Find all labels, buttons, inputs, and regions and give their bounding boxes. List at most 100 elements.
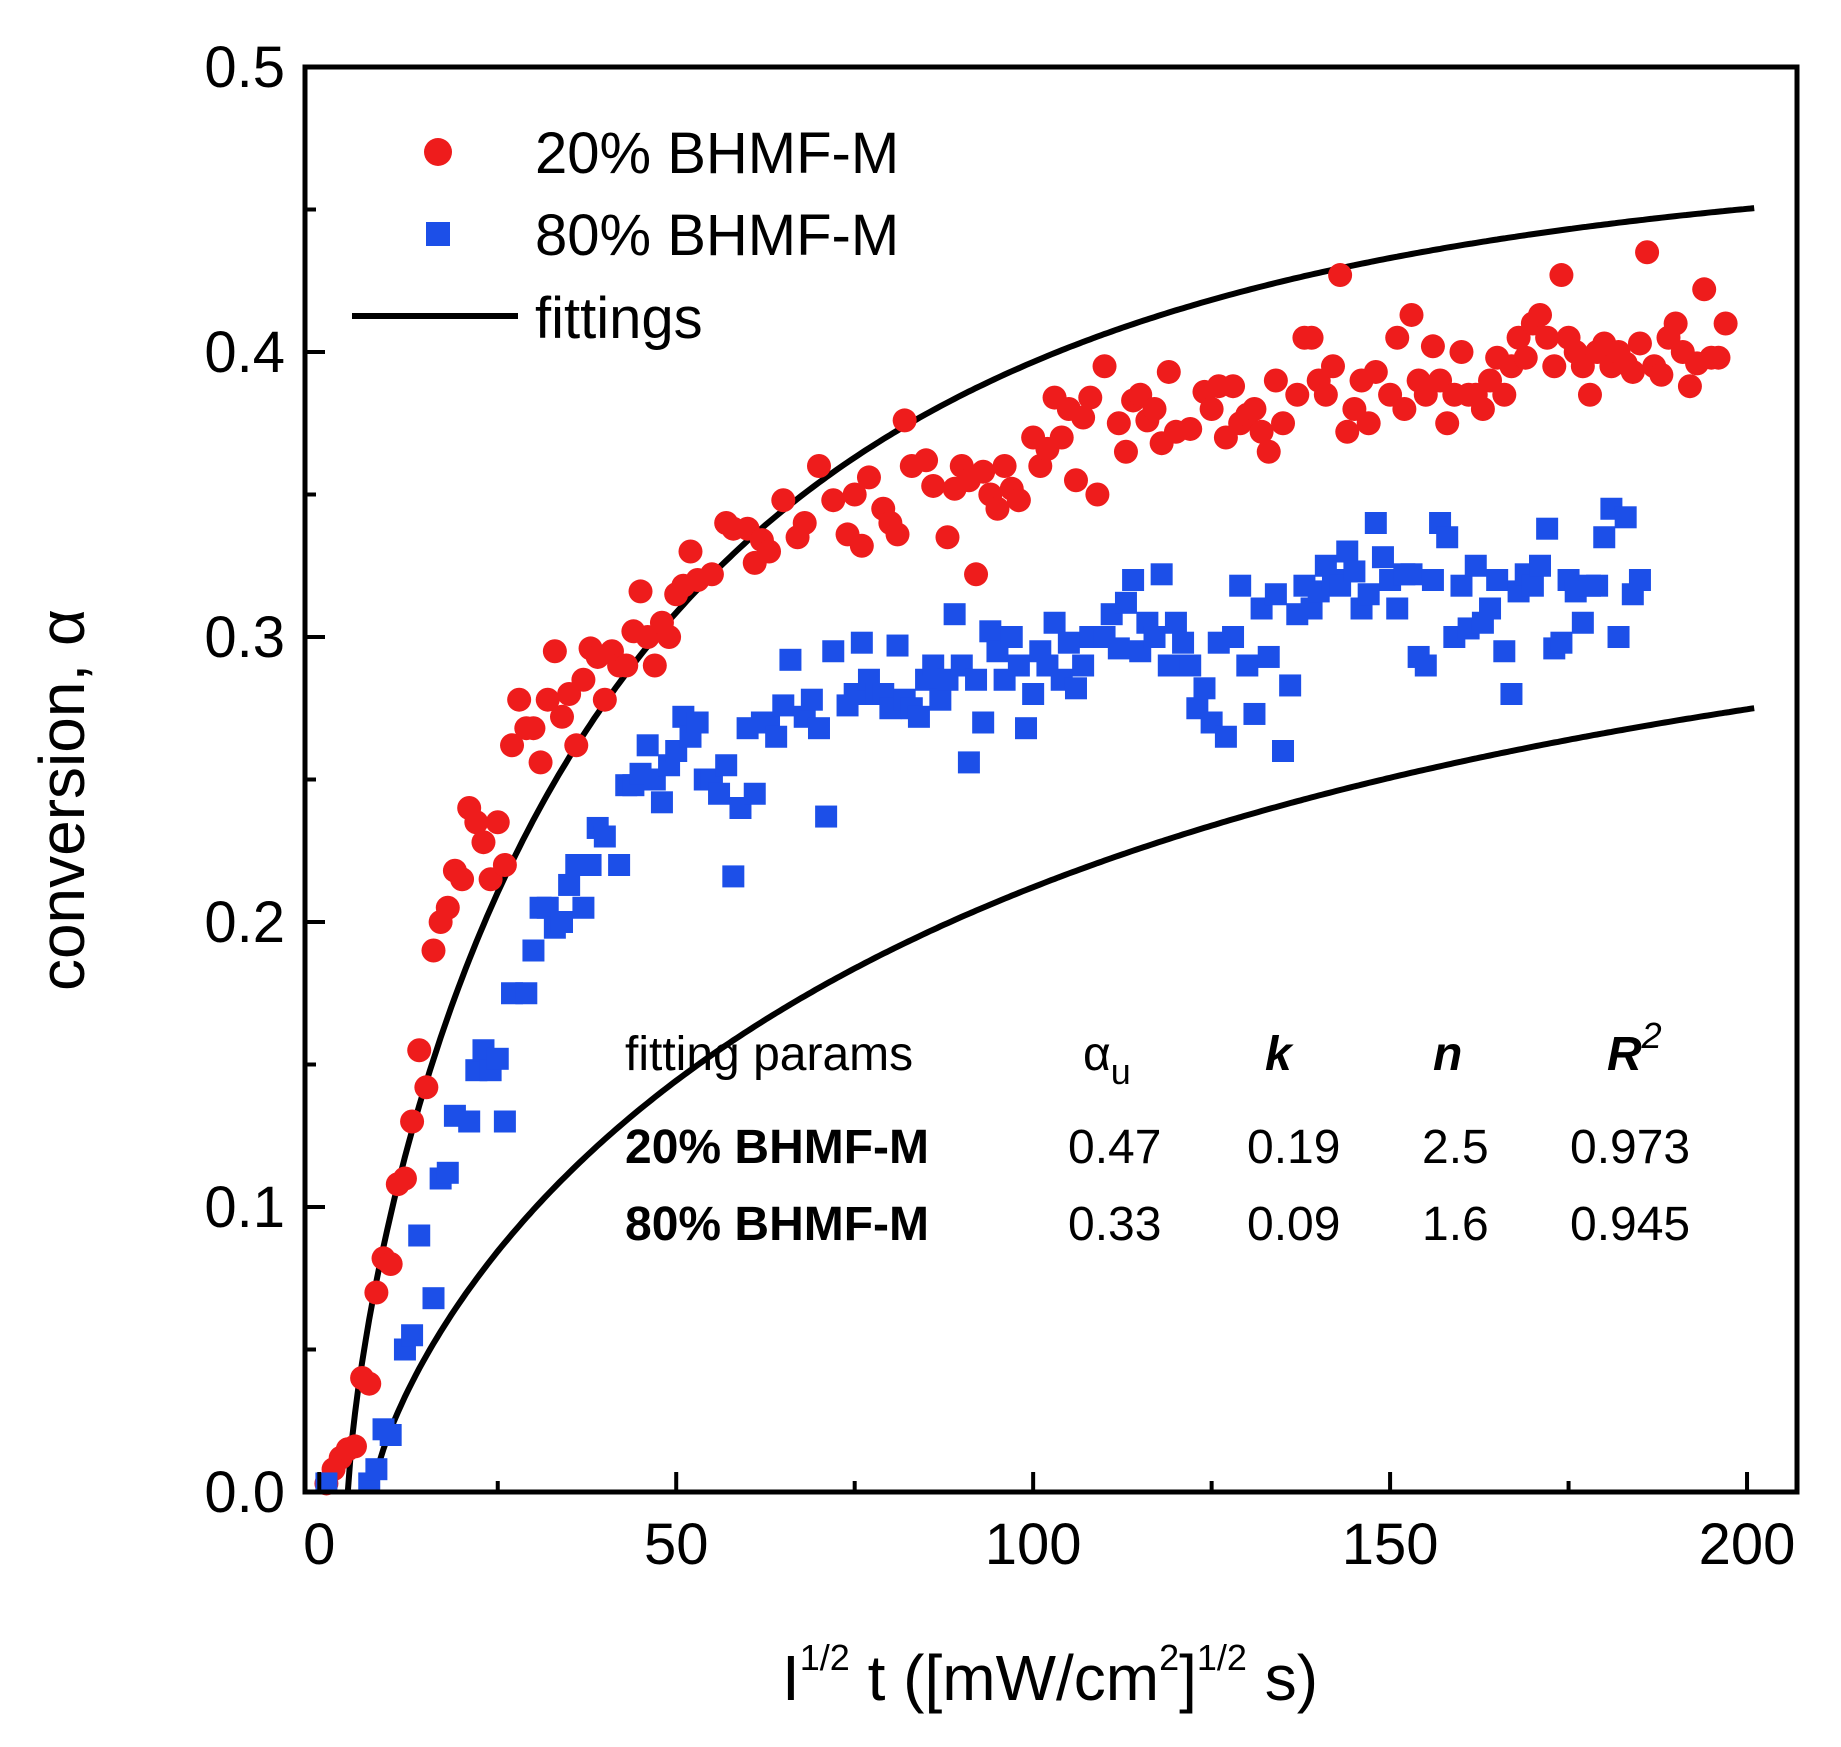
data-point (1157, 654, 1180, 677)
data-point (1528, 302, 1553, 327)
data-point (471, 830, 496, 855)
data-point (1529, 554, 1552, 577)
data-point (1479, 597, 1502, 620)
table-cell-alpha: 0.47 (1068, 1121, 1161, 1174)
data-point (1122, 569, 1145, 591)
data-point (765, 725, 788, 748)
data-point (1663, 311, 1688, 336)
data-point (1400, 563, 1423, 586)
data-point (1178, 416, 1203, 441)
data-point (521, 716, 546, 741)
data-point (1450, 574, 1473, 597)
data-point (1371, 546, 1394, 569)
data-point (1078, 385, 1103, 410)
data-point (1577, 382, 1602, 407)
data-point (1392, 397, 1417, 421)
data-point (435, 895, 460, 920)
data-point (842, 482, 867, 507)
data-point (493, 1110, 516, 1133)
data-point (1263, 368, 1288, 393)
data-point (1549, 263, 1574, 288)
fit-params-table: fitting params αu k n R2 20% BHMF-M 0.47… (625, 1015, 1690, 1251)
data-point (892, 408, 917, 433)
data-point (1500, 683, 1523, 705)
data-point (407, 1038, 432, 1063)
data-point (558, 873, 581, 896)
data-point (436, 1161, 459, 1184)
data-point (1713, 311, 1738, 336)
data-point (1043, 611, 1066, 634)
data-point (886, 634, 909, 657)
data-point (535, 687, 560, 712)
x-tick-label: 50 (644, 1512, 709, 1577)
y-tick-label: 0.0 (204, 1460, 285, 1525)
table-col-alpha: αu (1083, 1028, 1131, 1092)
data-point (965, 668, 988, 691)
data-point (1114, 591, 1137, 614)
data-point (365, 1458, 388, 1481)
data-point (1085, 482, 1110, 507)
data-point (722, 865, 745, 888)
data-point (708, 782, 731, 805)
data-point (650, 791, 673, 814)
data-point (972, 711, 995, 734)
data-point (1072, 654, 1095, 677)
data-point (464, 810, 489, 835)
data-point (422, 1287, 445, 1310)
data-point (943, 603, 966, 626)
data-point (542, 639, 567, 664)
data-point (657, 625, 682, 649)
data-point (408, 1224, 431, 1247)
data-point (1649, 362, 1674, 387)
x-axis-title: I1/2 t ([mW/cm2]1/2 s) (782, 1637, 1318, 1714)
data-point (392, 1166, 417, 1191)
data-point (1006, 488, 1031, 513)
data-point (985, 496, 1010, 521)
data-point (1364, 512, 1387, 534)
data-point (1172, 631, 1195, 654)
data-point (1229, 574, 1252, 597)
data-point (1706, 345, 1731, 370)
legend-label-fit: fittings (535, 286, 703, 351)
data-point (699, 562, 724, 587)
data-point (1343, 560, 1366, 583)
data-point (1264, 583, 1287, 606)
y-tick-label: 0.1 (204, 1175, 285, 1240)
data-point (379, 1424, 402, 1446)
data-point (593, 825, 616, 848)
data-point (1385, 325, 1410, 350)
data-point (1256, 439, 1281, 464)
data-point (1521, 574, 1544, 597)
data-point (800, 688, 823, 711)
data-point (1421, 569, 1444, 591)
data-point (821, 488, 846, 513)
data-point (856, 465, 881, 490)
data-point (1414, 654, 1437, 677)
fit-line (369, 705, 1755, 1493)
data-point (1222, 626, 1245, 648)
data-point (1313, 382, 1338, 407)
data-point (500, 733, 525, 758)
data-point (1279, 674, 1302, 697)
data-point (549, 704, 574, 729)
data-point (1106, 411, 1131, 436)
data-point (1335, 419, 1360, 444)
data-point (807, 717, 830, 740)
data-point (1142, 397, 1167, 421)
data-point (1363, 359, 1388, 384)
data-point (1320, 354, 1345, 379)
data-point (1199, 397, 1224, 421)
y-tick-label: 0.5 (204, 35, 285, 100)
data-point (1470, 397, 1495, 421)
y-tick-label: 0.2 (204, 890, 285, 955)
data-point (1628, 569, 1651, 591)
data-point (378, 1252, 403, 1276)
data-point (636, 734, 659, 757)
table-col-r2: R2 (1607, 1015, 1662, 1081)
table-cell-alpha: 0.33 (1068, 1198, 1161, 1251)
data-point (779, 648, 802, 671)
data-point (822, 640, 845, 663)
data-point (1593, 526, 1616, 549)
data-point (1221, 374, 1246, 399)
data-markers (314, 240, 1738, 1496)
